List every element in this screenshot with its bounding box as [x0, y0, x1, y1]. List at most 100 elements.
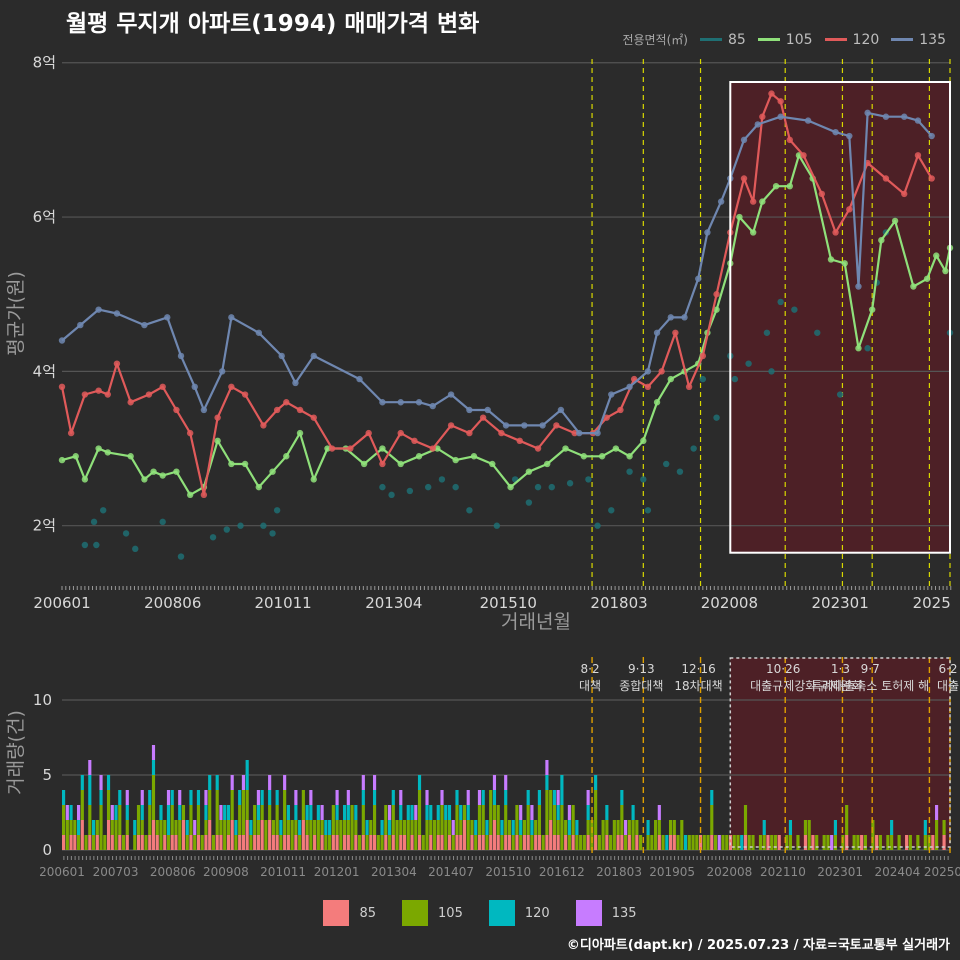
price-point-135 — [740, 136, 748, 144]
volume-bar-85 — [73, 835, 77, 850]
price-highlight-border — [729, 81, 951, 554]
volume-bar-85 — [361, 835, 365, 850]
volume-bar-105 — [301, 790, 305, 820]
price-point-120 — [429, 445, 436, 452]
volume-bar-135 — [492, 775, 497, 790]
volume-legend-swatch-135 — [575, 900, 602, 926]
volume-bar-105 — [552, 805, 556, 835]
volume-bar-85 — [245, 820, 249, 850]
price-point-135 — [539, 422, 546, 429]
price-point-105 — [379, 445, 386, 452]
volume-bar-105 — [110, 820, 114, 835]
volume-bar-120 — [148, 790, 152, 805]
volume-bar-105 — [331, 805, 335, 835]
volume-policy-date: 9·7 — [861, 662, 880, 676]
volume-bar-85 — [241, 835, 245, 850]
volume-bar-105 — [294, 820, 298, 835]
volume-bar-105 — [114, 820, 118, 850]
price-point-120 — [818, 190, 826, 198]
volume-bar-120 — [500, 820, 504, 835]
price-point-85 — [81, 541, 89, 549]
volume-bar-105 — [174, 820, 178, 835]
volume-bar-105 — [747, 835, 751, 850]
volume-bar-85 — [305, 835, 309, 850]
volume-bar-105 — [166, 835, 171, 850]
price-point-105 — [713, 306, 720, 313]
source-credit: ©디아파트(dapt.kr) / 2025.07.23 / 자료=국토교통부 실… — [566, 938, 950, 953]
price-point-120 — [699, 352, 707, 360]
volume-x-tick-label: 201201 — [314, 865, 360, 879]
volume-bar-105 — [687, 835, 691, 850]
volume-bar-135 — [477, 790, 482, 805]
price-point-105 — [923, 275, 931, 282]
price-point-120 — [777, 98, 784, 105]
price-point-85 — [777, 298, 784, 306]
volume-bar-120 — [447, 805, 452, 820]
area-legend: 전용면적(㎡) 85 105 120 135 — [622, 31, 952, 48]
volume-policy-date: 1·3 — [831, 662, 850, 676]
volume-bar-105 — [283, 790, 287, 835]
volume-bar-105 — [264, 820, 268, 850]
volume-bar-105 — [65, 820, 69, 850]
volume-x-tick-label: 201510 — [485, 865, 531, 879]
volume-bar-105 — [459, 820, 463, 835]
volume-bar-105 — [99, 805, 103, 850]
price-point-120 — [447, 422, 455, 429]
volume-legend-item-120: 120 — [488, 900, 550, 926]
price-x-tick-label: 202008 — [701, 594, 758, 612]
volume-bar-105 — [549, 790, 553, 820]
price-point-105 — [933, 252, 940, 259]
volume-bar-105 — [609, 835, 613, 850]
volume-bar-105 — [178, 820, 182, 850]
volume-bar-120 — [492, 790, 497, 805]
volume-bar-85 — [174, 835, 178, 850]
price-point-85 — [548, 483, 555, 491]
volume-bar-105 — [639, 835, 643, 850]
volume-bar-105 — [721, 835, 725, 850]
legend-line-135 — [891, 38, 914, 41]
volume-bar-120 — [459, 805, 463, 820]
volume-bar-135 — [935, 805, 939, 820]
volume-bar-105 — [432, 820, 437, 850]
volume-bar-85 — [447, 835, 452, 850]
volume-x-tick-label: 201407 — [428, 865, 474, 879]
volume-policy-date: 9·13 — [628, 662, 655, 676]
volume-policy-label: 대책 — [579, 678, 601, 693]
price-point-85 — [122, 530, 130, 537]
legend-line-120 — [824, 38, 847, 41]
volume-bar-85 — [335, 835, 339, 850]
volume-bar-85 — [803, 835, 808, 850]
volume-bar-120 — [620, 790, 624, 805]
volume-bar-105 — [260, 805, 264, 820]
volume-bar-105 — [369, 820, 373, 835]
volume-legend-item-135: 135 — [575, 900, 637, 926]
price-line-105 — [61, 154, 952, 496]
price-point-120 — [685, 383, 693, 391]
volume-highlight-fill — [730, 658, 950, 847]
price-point-85 — [223, 526, 230, 533]
volume-bar-105 — [485, 835, 489, 850]
price-point-135 — [502, 422, 510, 429]
volume-bar-120 — [466, 805, 470, 820]
volume-bar-105 — [620, 805, 624, 835]
volume-bar-105 — [852, 835, 856, 850]
price-point-85 — [864, 345, 871, 352]
volume-bar-105 — [417, 790, 422, 835]
volume-x-tick-label: 201612 — [539, 865, 585, 879]
price-point-120 — [200, 491, 208, 499]
volume-bar-105 — [560, 805, 564, 850]
volume-bar-105 — [515, 805, 519, 835]
volume-bar-120 — [631, 805, 635, 820]
volume-bar-105 — [155, 820, 159, 835]
volume-legend-label-135: 135 — [611, 905, 637, 921]
volume-bar-105 — [211, 835, 216, 850]
volume-bar-120 — [683, 835, 688, 850]
price-point-120 — [283, 399, 290, 406]
price-point-135 — [58, 337, 66, 344]
volume-bar-105 — [612, 820, 616, 850]
volume-bar-105 — [500, 835, 504, 850]
volume-bar-85 — [372, 835, 377, 850]
volume-bar-105 — [691, 835, 695, 850]
price-y-tick-label: 2억 — [33, 517, 56, 535]
volume-bar-105 — [942, 820, 946, 835]
